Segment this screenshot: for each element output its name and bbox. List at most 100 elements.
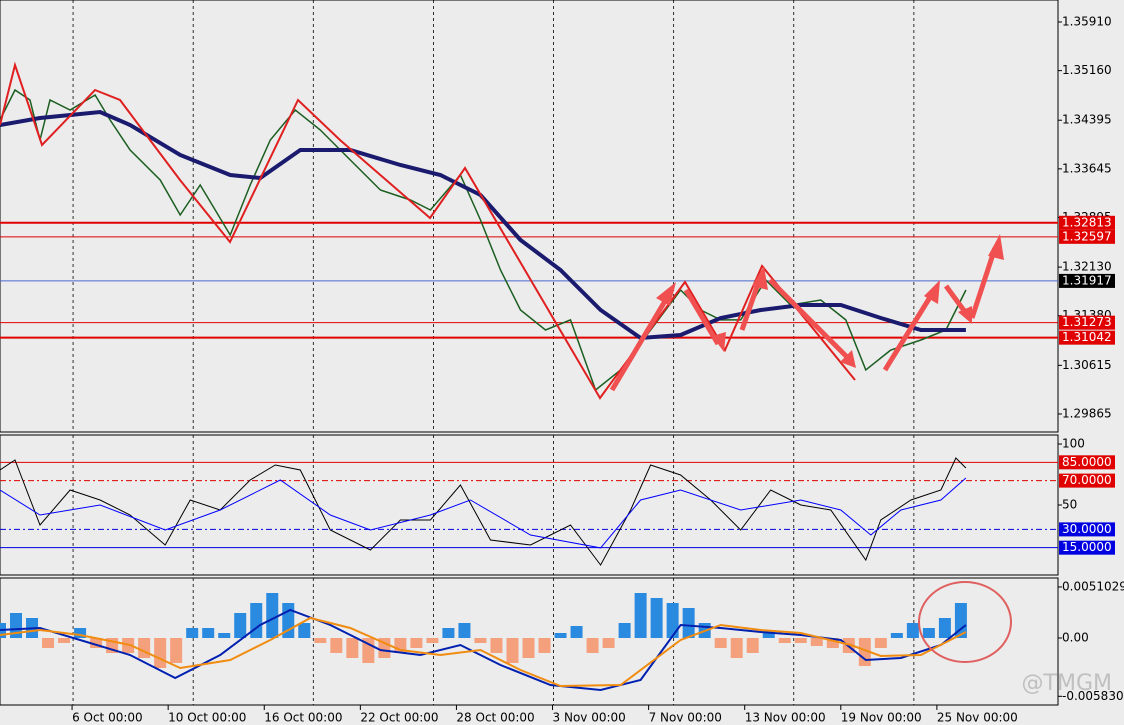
histogram-bar	[442, 628, 455, 638]
y-tick-label: 1.35160	[1062, 63, 1112, 77]
level-label: 1.32597	[1062, 229, 1112, 243]
histogram-bar	[330, 638, 343, 653]
highlight-circle	[918, 581, 1012, 663]
arrow-head	[924, 280, 940, 304]
x-tick-label: 10 Oct 00:00	[168, 711, 246, 725]
histogram-bar	[298, 623, 311, 638]
level-label: 85.0000	[1062, 455, 1112, 469]
level-box	[1059, 522, 1115, 537]
x-tick-label: 13 Nov 00:00	[745, 711, 826, 725]
y-tick-label: 100	[1062, 437, 1085, 451]
histogram-bar	[714, 638, 727, 648]
histogram-bar	[794, 638, 807, 643]
annotations	[0, 61, 856, 400]
histogram-bar	[650, 598, 663, 638]
series-line	[0, 457, 967, 566]
y-tick-label: 1.34395	[1062, 113, 1112, 127]
histogram-bar	[266, 593, 279, 638]
histogram-bar	[202, 628, 215, 638]
y-tick-label: 1.30615	[1062, 358, 1112, 372]
level-box	[1059, 330, 1115, 345]
arrow	[683, 288, 721, 346]
arrow	[768, 278, 852, 362]
histogram-bar	[218, 633, 231, 638]
level-box	[1059, 273, 1115, 288]
x-tick-label: 7 Nov 00:00	[649, 711, 722, 725]
level-box	[1059, 315, 1115, 330]
histogram-bar	[538, 638, 551, 653]
panel	[0, 434, 1059, 576]
level-box	[1059, 215, 1115, 230]
histogram-bar	[554, 633, 567, 638]
histogram-bar	[170, 638, 183, 663]
histogram-bar	[186, 628, 199, 638]
histogram-bar	[90, 638, 103, 648]
histogram-bar	[474, 638, 487, 643]
y-tick-label: -0.0058307	[1062, 689, 1124, 703]
histogram-bar	[250, 603, 263, 638]
level-label: 1.31042	[1062, 330, 1112, 344]
plot	[0, 435, 1058, 575]
x-tick-label: 19 Nov 00:00	[841, 711, 922, 725]
histogram-bar	[618, 623, 631, 638]
histogram-bar	[570, 626, 583, 638]
histogram-bar	[234, 613, 247, 638]
histogram-bar	[362, 638, 375, 663]
histogram-bar	[826, 638, 839, 648]
y-tick-label: 0.0051029	[1062, 579, 1124, 593]
arrow	[609, 294, 671, 392]
series-line	[0, 616, 967, 688]
histogram-bar	[890, 633, 903, 638]
x-tick-label: 28 Oct 00:00	[456, 711, 534, 725]
histogram-bar	[458, 623, 471, 638]
zigzag	[0, 61, 856, 400]
series-line	[0, 109, 966, 341]
histogram-bar	[522, 638, 535, 658]
plot	[0, 578, 967, 705]
histogram-bar	[490, 638, 503, 653]
histogram-bar	[506, 638, 519, 663]
histogram-bar	[906, 623, 919, 638]
y-tick-label: 50	[1062, 498, 1077, 512]
y-tick-label: 1.29865	[1062, 406, 1112, 420]
histogram-bar	[138, 638, 151, 658]
histogram-bar	[762, 630, 775, 638]
y-tick-label: 1.33645	[1062, 161, 1112, 175]
arrow-head	[712, 332, 726, 352]
histogram-bar	[666, 603, 679, 638]
series-line	[0, 477, 967, 549]
histogram-bar	[586, 638, 599, 653]
y-tick-label: 0.00	[1062, 631, 1089, 645]
x-tick-label: 6 Oct 00:00	[72, 711, 143, 725]
histogram-bar	[378, 638, 391, 658]
arrow	[882, 292, 935, 372]
series-line	[0, 608, 967, 692]
panel	[0, 0, 1059, 433]
histogram-bar	[730, 638, 743, 658]
level-label: 30.0000	[1062, 522, 1112, 536]
level-box	[1059, 229, 1115, 244]
x-tick-label: 16 Oct 00:00	[264, 711, 342, 725]
arrow-head	[752, 266, 768, 290]
level-label: 1.31273	[1062, 315, 1112, 329]
level-label: 1.31917	[1062, 273, 1112, 287]
histogram-bar	[154, 638, 167, 668]
arrows	[609, 247, 998, 392]
histogram-bar	[778, 638, 791, 643]
histogram-bar	[810, 638, 823, 646]
y-tick-label: 1.32130	[1062, 260, 1112, 274]
histogram-bar	[42, 638, 55, 648]
level-box	[1059, 455, 1115, 470]
histogram-bar	[602, 638, 615, 648]
histogram-bar	[746, 638, 759, 653]
histogram-bar	[954, 603, 967, 638]
x-tick-label: 22 Oct 00:00	[360, 711, 438, 725]
histogram-bar	[426, 638, 439, 643]
level-box	[1059, 540, 1115, 555]
histogram-bar	[682, 608, 695, 638]
histogram-bar	[314, 638, 327, 643]
histogram-bar	[634, 593, 647, 638]
